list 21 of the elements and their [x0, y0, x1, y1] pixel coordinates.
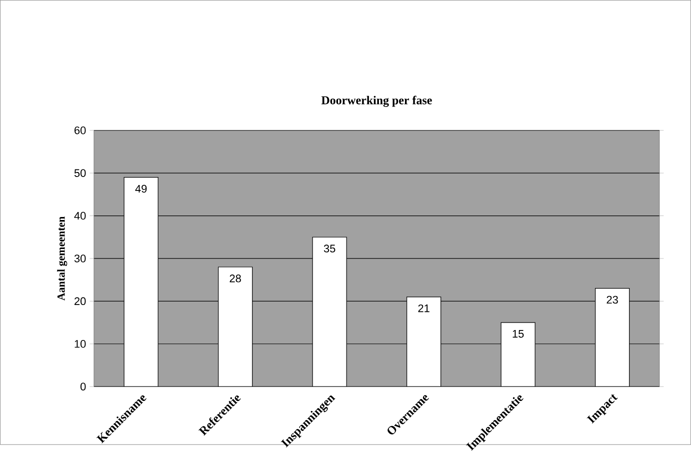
y-tick-label: 50 [74, 169, 86, 177]
y-tick-label: 60 [74, 126, 86, 134]
y-axis-title: Aantal gemeenten [57, 216, 68, 300]
y-tick-label: 30 [74, 254, 86, 262]
bar [406, 296, 442, 386]
data-label: 15 [512, 330, 524, 338]
bar [218, 266, 253, 386]
bar [500, 322, 536, 386]
y-tick-label: 10 [74, 340, 86, 348]
data-label: 35 [324, 244, 336, 252]
bar [595, 288, 630, 386]
bar [312, 236, 347, 386]
y-tick-label: 0 [80, 382, 86, 390]
y-tick-label: 40 [74, 212, 86, 220]
y-tick-label: 20 [74, 297, 86, 305]
data-label: 28 [230, 274, 241, 282]
bar [124, 176, 158, 386]
data-label: 21 [418, 304, 430, 312]
chart-title: Doorwerking per fase [321, 96, 432, 107]
data-label: 23 [606, 296, 618, 304]
data-label: 49 [135, 184, 147, 193]
